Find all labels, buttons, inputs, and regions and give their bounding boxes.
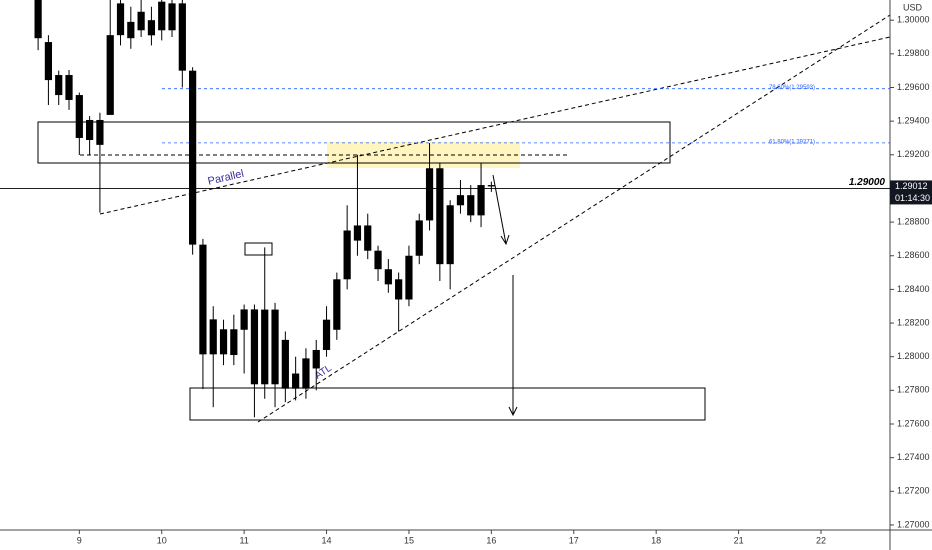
y-tick-label: 1.29200 <box>897 149 930 159</box>
candle-body <box>106 35 114 115</box>
candle-body <box>353 225 362 241</box>
candle-body <box>158 1 166 31</box>
x-tick-label: 14 <box>322 535 332 545</box>
candle-body <box>96 119 104 145</box>
candle-body <box>384 269 392 285</box>
level-label: 1.29000 <box>849 177 886 188</box>
y-tick-label: 1.29400 <box>897 116 930 126</box>
candle-body <box>415 220 423 256</box>
candle-body <box>467 195 475 216</box>
candle-body <box>281 339 289 389</box>
candle-body <box>75 95 83 138</box>
candle-body <box>302 358 310 389</box>
candle-body <box>456 195 465 206</box>
candle-body <box>395 279 403 300</box>
candle-body <box>219 329 228 355</box>
y-tick-label: 1.28800 <box>897 216 930 226</box>
x-tick-label: 21 <box>734 535 744 545</box>
candle-body <box>127 21 135 39</box>
y-tick-label: 1.28600 <box>897 250 930 260</box>
x-tick-label: 10 <box>157 535 167 545</box>
demand-zone <box>189 387 706 421</box>
supply-zone <box>37 121 671 164</box>
candle-body <box>322 319 331 350</box>
atl-line <box>257 14 891 423</box>
price-tag <box>890 180 932 205</box>
candle-body <box>364 225 372 251</box>
candle-body <box>168 3 176 31</box>
x-tick-label: 18 <box>651 535 661 545</box>
countdown: 01:14:30 <box>895 193 930 203</box>
candle-body <box>55 75 63 96</box>
candle-body <box>250 309 259 385</box>
candle-body <box>147 20 156 36</box>
x-tick-label: 15 <box>404 535 414 545</box>
y-tick-label: 1.29600 <box>897 82 930 92</box>
y-tick-label: 1.28000 <box>897 351 930 361</box>
candle-body <box>34 0 42 39</box>
y-tick-label: 1.27400 <box>897 452 930 462</box>
candle-body <box>477 185 485 216</box>
y-tick-label: 1.27600 <box>897 418 930 428</box>
arrow-head <box>508 406 518 417</box>
candle-body <box>189 70 197 245</box>
candle-body <box>199 244 207 355</box>
candle-body <box>116 3 125 36</box>
x-tick-label: 17 <box>569 535 579 545</box>
arrow <box>492 174 507 245</box>
x-tick-label: 9 <box>77 535 82 545</box>
candle-body <box>137 11 145 31</box>
parallel-line <box>99 36 891 215</box>
y-tick-label: 1.30000 <box>897 15 930 25</box>
candle-body <box>65 75 73 100</box>
candle-body <box>425 168 434 221</box>
candle-body <box>436 168 444 265</box>
marker-box <box>244 242 273 256</box>
y-tick-label: 1.27200 <box>897 486 930 496</box>
y-tick-label: 1.27800 <box>897 385 930 395</box>
candle-body <box>446 205 454 265</box>
x-tick-label: 22 <box>816 535 826 545</box>
price-tag-label: 1.29012 <box>895 181 928 191</box>
y-tick-label: 1.28400 <box>897 284 930 294</box>
candle-body <box>374 250 382 270</box>
currency: USD <box>903 2 923 12</box>
candle-body <box>271 309 279 385</box>
candle-body <box>230 329 238 356</box>
arrow-head <box>500 234 510 246</box>
candle-body <box>86 119 94 140</box>
candle-body <box>487 185 495 187</box>
fib-label: 61.80%(1.29271) <box>769 139 815 145</box>
candle-body <box>209 319 217 355</box>
y-tick-label: 1.27000 <box>897 519 930 529</box>
x-tick-label: 16 <box>486 535 496 545</box>
candle-body <box>240 309 248 330</box>
fib-label: 78.60%(1.29593) <box>769 85 815 91</box>
y-tick-label: 1.29800 <box>897 48 930 58</box>
y-tick-label: 1.28200 <box>897 317 930 327</box>
candle-body <box>261 309 269 385</box>
candle-body <box>333 279 341 330</box>
candle-body <box>292 373 300 389</box>
x-tick-label: 11 <box>239 535 248 545</box>
candle-body <box>178 3 186 71</box>
candle-body <box>312 349 320 369</box>
candle-body <box>343 230 351 280</box>
candle-body <box>405 255 413 300</box>
candle-body <box>44 42 53 81</box>
